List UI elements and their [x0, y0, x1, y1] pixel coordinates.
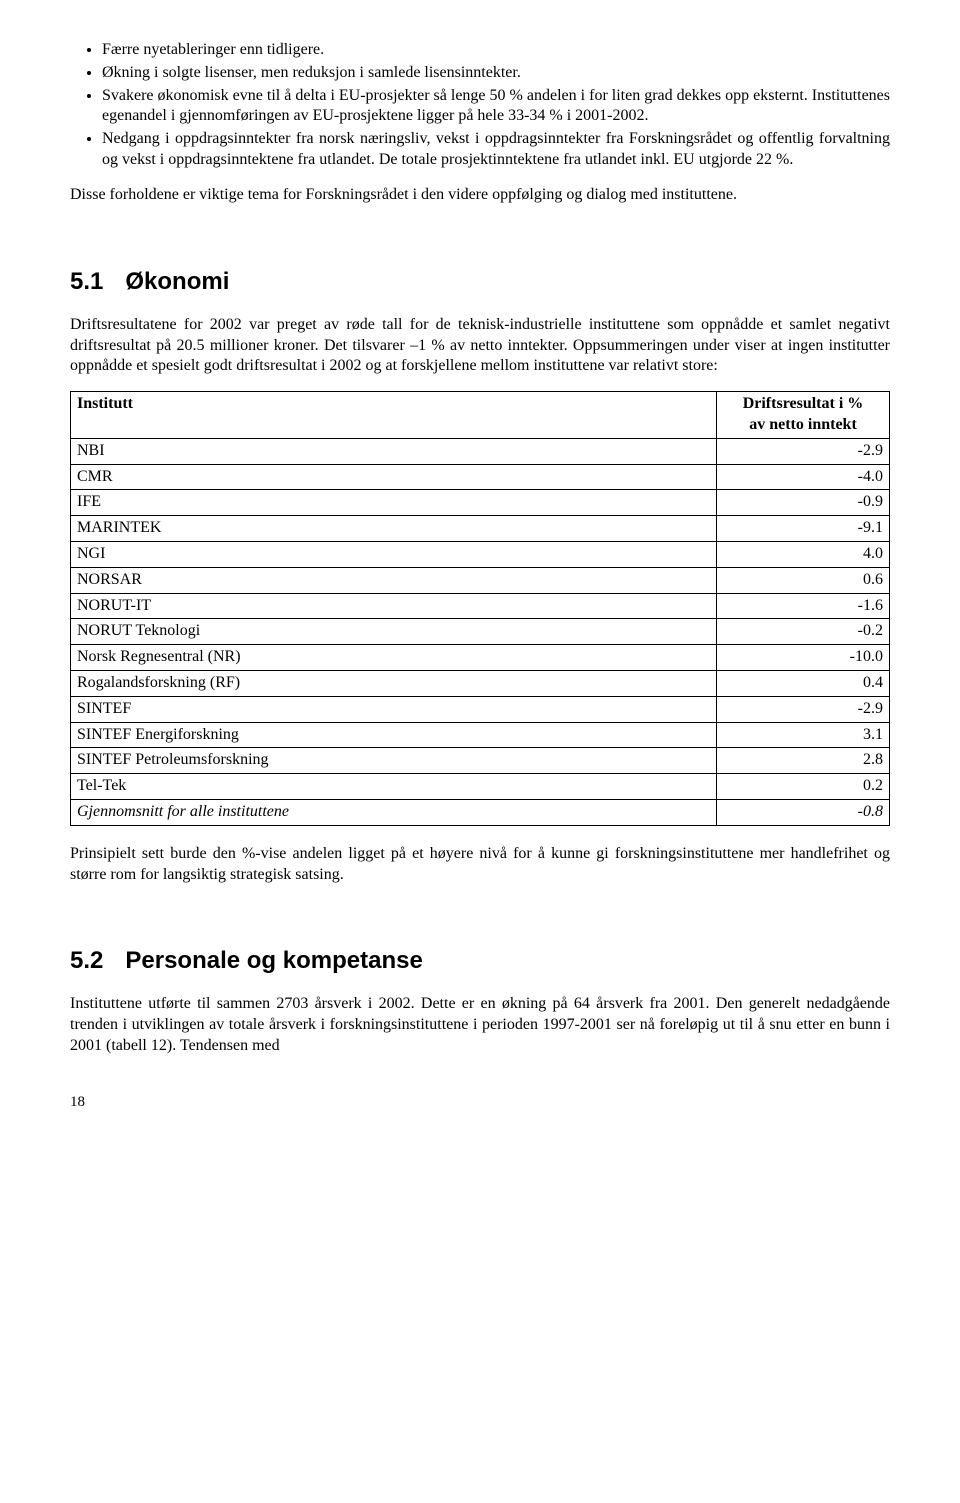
- table-cell-name: SINTEF: [71, 696, 717, 722]
- table-header-line: Driftsresultat i %: [743, 395, 864, 412]
- section-heading-5-1: 5.1 Økonomi: [70, 266, 890, 297]
- table-cell-name: SINTEF Petroleumsforskning: [71, 748, 717, 774]
- table-cell-name: Gjennomsnitt for alle instituttene: [71, 799, 717, 825]
- table-row: Rogalandsforskning (RF)0.4: [71, 670, 890, 696]
- table-cell-name: NGI: [71, 541, 717, 567]
- table-cell-value: -1.6: [717, 593, 890, 619]
- table-cell-value: -10.0: [717, 645, 890, 671]
- table-cell-name: Norsk Regnesentral (NR): [71, 645, 717, 671]
- table-cell-value: -4.0: [717, 464, 890, 490]
- table-header-driftsresultat: Driftsresultat i % av netto inntekt: [717, 392, 890, 439]
- table-cell-value: -0.8: [717, 799, 890, 825]
- paragraph: Driftsresultatene for 2002 var preget av…: [70, 315, 890, 377]
- table-cell-value: -0.9: [717, 490, 890, 516]
- bullet-item: Økning i solgte lisenser, men reduksjon …: [102, 63, 890, 84]
- table-row: NORUT Teknologi-0.2: [71, 619, 890, 645]
- table-cell-value: 2.8: [717, 748, 890, 774]
- table-row: Norsk Regnesentral (NR)-10.0: [71, 645, 890, 671]
- table-cell-name: Tel-Tek: [71, 774, 717, 800]
- table-cell-name: MARINTEK: [71, 516, 717, 542]
- table-row: NBI-2.9: [71, 438, 890, 464]
- table-header-row: Institutt Driftsresultat i % av netto in…: [71, 392, 890, 439]
- table-row: NGI4.0: [71, 541, 890, 567]
- paragraph: Disse forholdene er viktige tema for For…: [70, 185, 890, 206]
- table-row: SINTEF-2.9: [71, 696, 890, 722]
- table-header-line: av netto inntekt: [749, 416, 857, 433]
- paragraph: Instituttene utførte til sammen 2703 års…: [70, 994, 890, 1056]
- table-cell-name: NBI: [71, 438, 717, 464]
- section-title: Økonomi: [125, 268, 229, 295]
- bullet-item: Nedgang i oppdragsinntekter fra norsk næ…: [102, 129, 890, 171]
- table-cell-name: NORUT-IT: [71, 593, 717, 619]
- table-row: CMR-4.0: [71, 464, 890, 490]
- table-cell-name: NORSAR: [71, 567, 717, 593]
- table-row: IFE-0.9: [71, 490, 890, 516]
- bullet-item: Færre nyetableringer enn tidligere.: [102, 40, 890, 61]
- table-cell-value: 0.6: [717, 567, 890, 593]
- table-row: SINTEF Petroleumsforskning2.8: [71, 748, 890, 774]
- bullet-list: Færre nyetableringer enn tidligere. Økni…: [70, 40, 890, 171]
- table-header-institutt: Institutt: [71, 392, 717, 439]
- table-cell-value: 4.0: [717, 541, 890, 567]
- table-cell-name: Rogalandsforskning (RF): [71, 670, 717, 696]
- paragraph: Prinsipielt sett burde den %-vise andele…: [70, 844, 890, 886]
- table-row: NORUT-IT-1.6: [71, 593, 890, 619]
- table-cell-name: SINTEF Energiforskning: [71, 722, 717, 748]
- table-row: SINTEF Energiforskning3.1: [71, 722, 890, 748]
- table-cell-value: -2.9: [717, 696, 890, 722]
- section-heading-5-2: 5.2 Personale og kompetanse: [70, 945, 890, 976]
- section-number: 5.1: [70, 266, 103, 297]
- table-cell-name: IFE: [71, 490, 717, 516]
- page-number: 18: [70, 1093, 890, 1113]
- table-cell-value: -2.9: [717, 438, 890, 464]
- table-cell-value: 0.2: [717, 774, 890, 800]
- table-row: MARINTEK-9.1: [71, 516, 890, 542]
- table-total-row: Gjennomsnitt for alle instituttene-0.8: [71, 799, 890, 825]
- bullet-item: Svakere økonomisk evne til å delta i EU-…: [102, 86, 890, 128]
- results-table: Institutt Driftsresultat i % av netto in…: [70, 391, 890, 826]
- table-cell-value: 3.1: [717, 722, 890, 748]
- table-cell-value: 0.4: [717, 670, 890, 696]
- table-row: NORSAR0.6: [71, 567, 890, 593]
- table-cell-name: NORUT Teknologi: [71, 619, 717, 645]
- table-cell-value: -0.2: [717, 619, 890, 645]
- table-cell-value: -9.1: [717, 516, 890, 542]
- table-row: Tel-Tek0.2: [71, 774, 890, 800]
- table-cell-name: CMR: [71, 464, 717, 490]
- section-number: 5.2: [70, 945, 103, 976]
- section-title: Personale og kompetanse: [125, 947, 422, 974]
